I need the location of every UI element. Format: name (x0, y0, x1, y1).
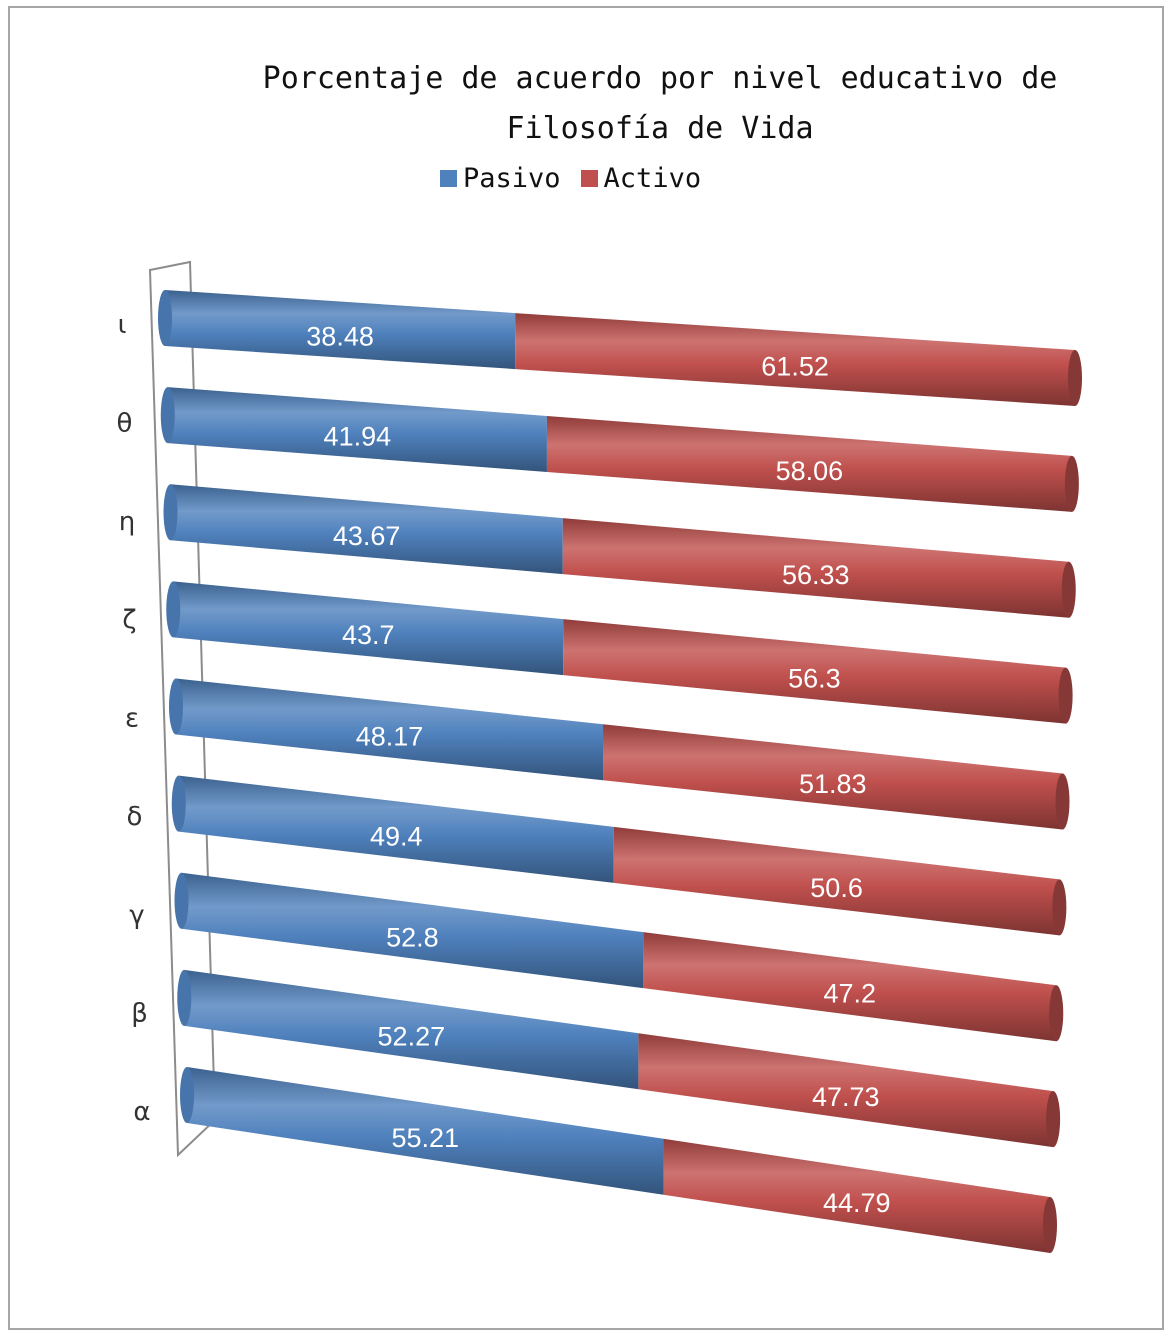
bar-pasivo (173, 581, 564, 676)
bar-start-cap (160, 387, 175, 444)
bar-start-cap (163, 484, 178, 541)
bar-activo (643, 932, 1057, 1042)
bar-pasivo (187, 1067, 664, 1195)
legend-item-activo: Activo (580, 162, 702, 194)
data-label-activo: 56.33 (782, 560, 850, 590)
category-label: ι (118, 310, 127, 340)
bar-start-cap (180, 1067, 194, 1123)
bar-pasivo (170, 484, 563, 575)
category-label: β (131, 999, 148, 1029)
bar-activo (546, 415, 1072, 512)
data-label-pasivo: 52.8 (386, 922, 439, 952)
bar-activo (613, 826, 1060, 936)
bar-activo (603, 724, 1063, 830)
data-label-pasivo: 43.7 (342, 620, 395, 650)
data-label-activo: 58.06 (776, 456, 844, 486)
bar-start-cap (177, 969, 192, 1026)
bar-start-cap (166, 581, 181, 638)
bar-end-cap (1043, 1197, 1057, 1253)
legend-label-pasivo: Pasivo (463, 162, 561, 194)
bar-pasivo (176, 678, 604, 781)
bar-start-cap (169, 678, 183, 735)
bar-end-cap (1064, 455, 1079, 512)
legend: Pasivo Activo (440, 158, 701, 198)
category-label: η (119, 507, 135, 537)
bar-pasivo (178, 775, 614, 883)
category-label: δ (127, 802, 143, 832)
category-label: ζ (122, 605, 136, 635)
legend-swatch-pasivo (440, 169, 457, 187)
category-label: γ (129, 900, 144, 930)
data-label-activo: 56.3 (788, 663, 841, 693)
data-label-activo: 47.2 (824, 979, 877, 1009)
bar-start-cap (171, 775, 186, 832)
bar-end-cap (1058, 667, 1073, 724)
category-label: α (133, 1097, 150, 1127)
data-label-activo: 61.52 (761, 352, 829, 382)
data-label-pasivo: 48.17 (356, 721, 424, 751)
data-label-activo: 47.73 (812, 1082, 880, 1112)
data-label-activo: 50.6 (810, 873, 863, 903)
data-label-pasivo: 52.27 (378, 1022, 446, 1052)
data-label-pasivo: 49.4 (370, 821, 423, 851)
bar-end-cap (1052, 879, 1067, 936)
legend-swatch-activo (580, 169, 598, 187)
category-label: θ (117, 408, 133, 438)
data-label-pasivo: 38.48 (306, 322, 374, 352)
category-label: ε (125, 704, 139, 734)
data-label-activo: 51.83 (799, 769, 867, 799)
bar-pasivo (165, 290, 516, 370)
chart-title: Porcentaje de acuerdo por nivel educativ… (262, 61, 1058, 146)
bar-activo (515, 313, 1075, 406)
bar-pasivo (184, 969, 639, 1090)
data-label-pasivo: 41.94 (324, 422, 392, 452)
bar-end-cap (1068, 350, 1082, 406)
bar-start-cap (158, 290, 172, 346)
legend-item-pasivo: Pasivo (440, 163, 561, 194)
bar-activo (563, 619, 1066, 724)
data-label-pasivo: 55.21 (391, 1123, 459, 1153)
bar-activo (562, 518, 1069, 618)
bar-activo (663, 1138, 1050, 1253)
data-label-pasivo: 43.67 (333, 521, 401, 551)
bar-end-cap (1061, 561, 1076, 618)
bar-end-cap (1055, 773, 1070, 830)
bar-end-cap (1046, 1091, 1061, 1148)
bar-end-cap (1049, 985, 1064, 1042)
legend-label-activo: Activo (603, 162, 702, 194)
bar-pasivo (181, 872, 644, 989)
bar-pasivo (167, 387, 547, 472)
data-label-activo: 44.79 (823, 1188, 891, 1218)
bar-start-cap (174, 872, 189, 929)
bar-activo (638, 1033, 1054, 1148)
